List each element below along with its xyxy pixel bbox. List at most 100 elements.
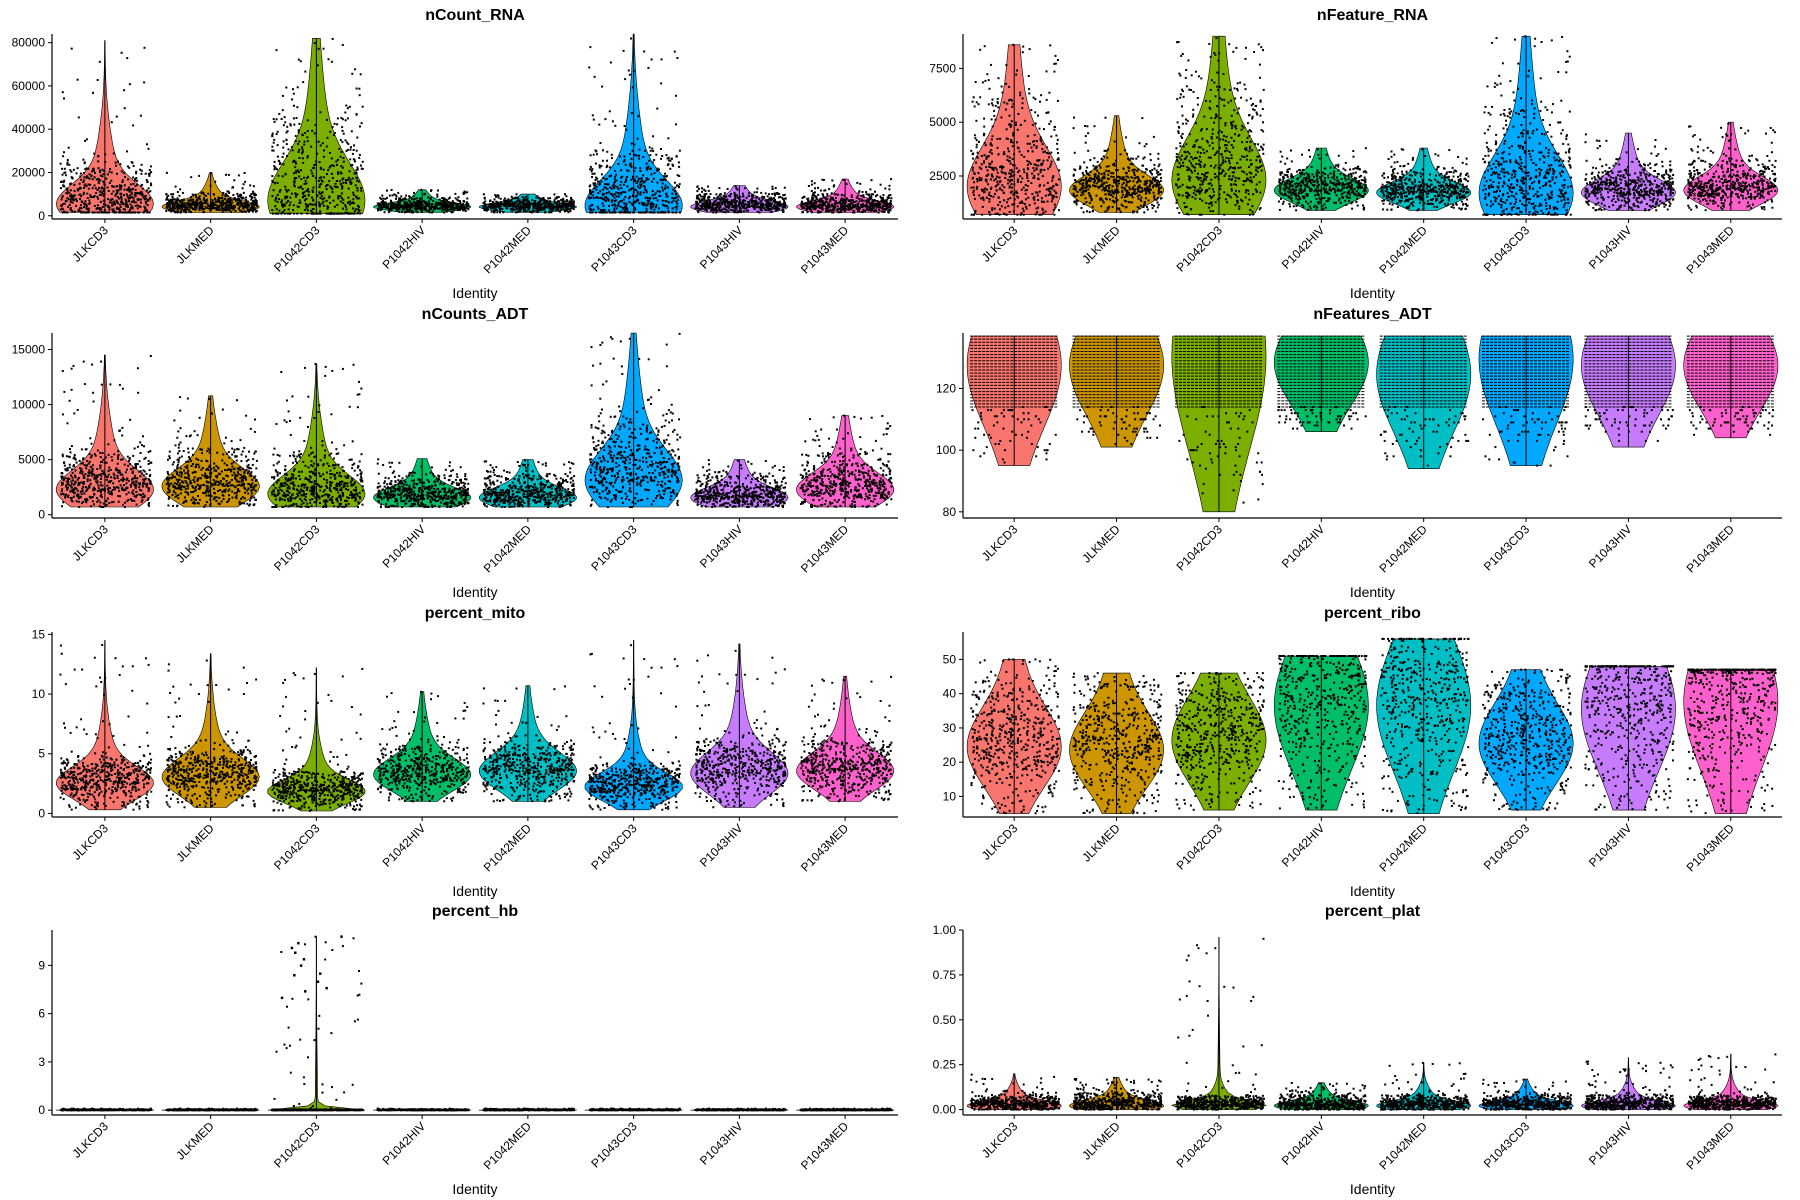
point xyxy=(239,193,242,196)
point xyxy=(555,196,558,199)
point xyxy=(254,203,257,206)
point xyxy=(530,202,533,205)
point xyxy=(972,157,975,160)
point xyxy=(777,201,780,204)
point xyxy=(120,51,123,54)
point xyxy=(184,207,187,210)
point xyxy=(1024,192,1027,195)
point xyxy=(326,173,328,176)
point xyxy=(759,200,762,203)
point xyxy=(771,193,774,195)
point xyxy=(226,194,229,197)
point xyxy=(167,209,170,211)
point xyxy=(1033,202,1036,205)
point xyxy=(679,211,681,214)
point xyxy=(712,208,715,211)
point xyxy=(570,206,573,209)
point xyxy=(650,211,653,214)
point xyxy=(623,155,626,158)
point xyxy=(97,197,100,200)
point xyxy=(118,197,121,200)
point xyxy=(66,192,69,195)
point xyxy=(829,199,832,202)
point xyxy=(800,203,803,206)
point xyxy=(207,204,209,207)
point xyxy=(715,211,718,214)
point xyxy=(456,204,459,206)
point xyxy=(652,150,655,153)
point xyxy=(75,198,78,200)
point xyxy=(619,155,622,158)
point xyxy=(347,196,350,199)
point xyxy=(531,211,534,214)
point xyxy=(639,180,642,183)
point xyxy=(249,194,251,197)
point xyxy=(861,210,864,213)
point xyxy=(122,202,125,205)
point xyxy=(138,192,141,195)
point xyxy=(483,207,486,210)
point xyxy=(862,195,865,198)
point xyxy=(391,201,394,204)
point xyxy=(1028,142,1031,145)
point xyxy=(351,152,354,155)
point xyxy=(316,152,319,155)
point xyxy=(983,125,986,128)
point xyxy=(518,207,521,209)
point xyxy=(321,202,324,205)
point xyxy=(809,208,812,211)
point xyxy=(1030,182,1033,184)
point xyxy=(397,206,400,208)
point xyxy=(591,211,594,214)
point xyxy=(674,211,677,214)
point xyxy=(406,202,409,205)
point xyxy=(127,210,130,213)
point xyxy=(839,202,842,205)
point xyxy=(61,195,64,198)
point xyxy=(1023,202,1026,205)
point xyxy=(714,200,717,202)
point xyxy=(666,205,669,207)
point xyxy=(174,185,177,188)
point xyxy=(314,212,317,215)
point xyxy=(625,178,627,181)
point xyxy=(424,207,427,210)
point xyxy=(760,203,762,206)
point xyxy=(302,81,305,84)
point xyxy=(228,191,231,194)
point xyxy=(284,195,287,198)
point xyxy=(713,197,716,199)
point xyxy=(190,196,193,199)
point xyxy=(241,197,243,200)
point xyxy=(621,206,624,209)
point xyxy=(716,205,719,207)
point xyxy=(432,206,435,209)
point xyxy=(198,195,201,198)
point xyxy=(1110,175,1113,178)
point xyxy=(377,208,379,211)
point xyxy=(1008,176,1011,178)
point xyxy=(93,204,96,207)
point xyxy=(758,205,761,208)
point xyxy=(207,192,210,195)
point xyxy=(329,201,332,204)
point xyxy=(330,60,333,63)
point xyxy=(422,200,425,203)
point xyxy=(756,196,759,199)
point xyxy=(675,208,678,211)
point xyxy=(492,201,495,204)
point xyxy=(702,202,705,205)
point xyxy=(214,198,217,201)
point xyxy=(990,186,993,189)
point xyxy=(339,183,342,186)
point xyxy=(568,204,571,207)
point xyxy=(707,204,710,207)
point xyxy=(463,190,466,193)
point xyxy=(971,166,974,169)
point xyxy=(491,202,494,205)
point xyxy=(997,203,1000,206)
point xyxy=(311,189,314,192)
point xyxy=(523,208,526,211)
point xyxy=(1015,124,1017,126)
point xyxy=(611,120,614,123)
